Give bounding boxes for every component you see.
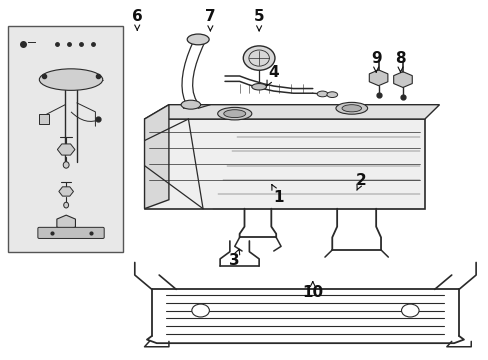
- FancyBboxPatch shape: [38, 227, 104, 238]
- Ellipse shape: [326, 92, 337, 98]
- Text: 9: 9: [370, 50, 381, 72]
- Circle shape: [191, 304, 209, 317]
- Ellipse shape: [335, 102, 367, 114]
- Text: 5: 5: [253, 9, 264, 31]
- Text: 8: 8: [394, 50, 405, 72]
- Ellipse shape: [251, 84, 266, 90]
- Bar: [8, 26, 122, 252]
- Text: 1: 1: [271, 185, 284, 206]
- Ellipse shape: [39, 69, 102, 90]
- Bar: [39, 114, 49, 125]
- Text: 2: 2: [355, 172, 366, 190]
- Ellipse shape: [63, 162, 69, 168]
- Text: 3: 3: [229, 249, 240, 268]
- Ellipse shape: [217, 107, 251, 120]
- Polygon shape: [144, 105, 439, 119]
- Ellipse shape: [317, 91, 327, 97]
- Text: 4: 4: [266, 65, 279, 86]
- Ellipse shape: [181, 100, 200, 109]
- Ellipse shape: [341, 105, 361, 112]
- Polygon shape: [144, 105, 168, 209]
- Circle shape: [401, 304, 418, 317]
- Ellipse shape: [224, 110, 245, 118]
- Text: 7: 7: [204, 9, 215, 31]
- Text: 10: 10: [302, 282, 323, 301]
- Ellipse shape: [243, 46, 274, 70]
- Text: 6: 6: [132, 9, 142, 30]
- Ellipse shape: [63, 202, 68, 208]
- Polygon shape: [144, 119, 424, 209]
- Ellipse shape: [187, 34, 209, 45]
